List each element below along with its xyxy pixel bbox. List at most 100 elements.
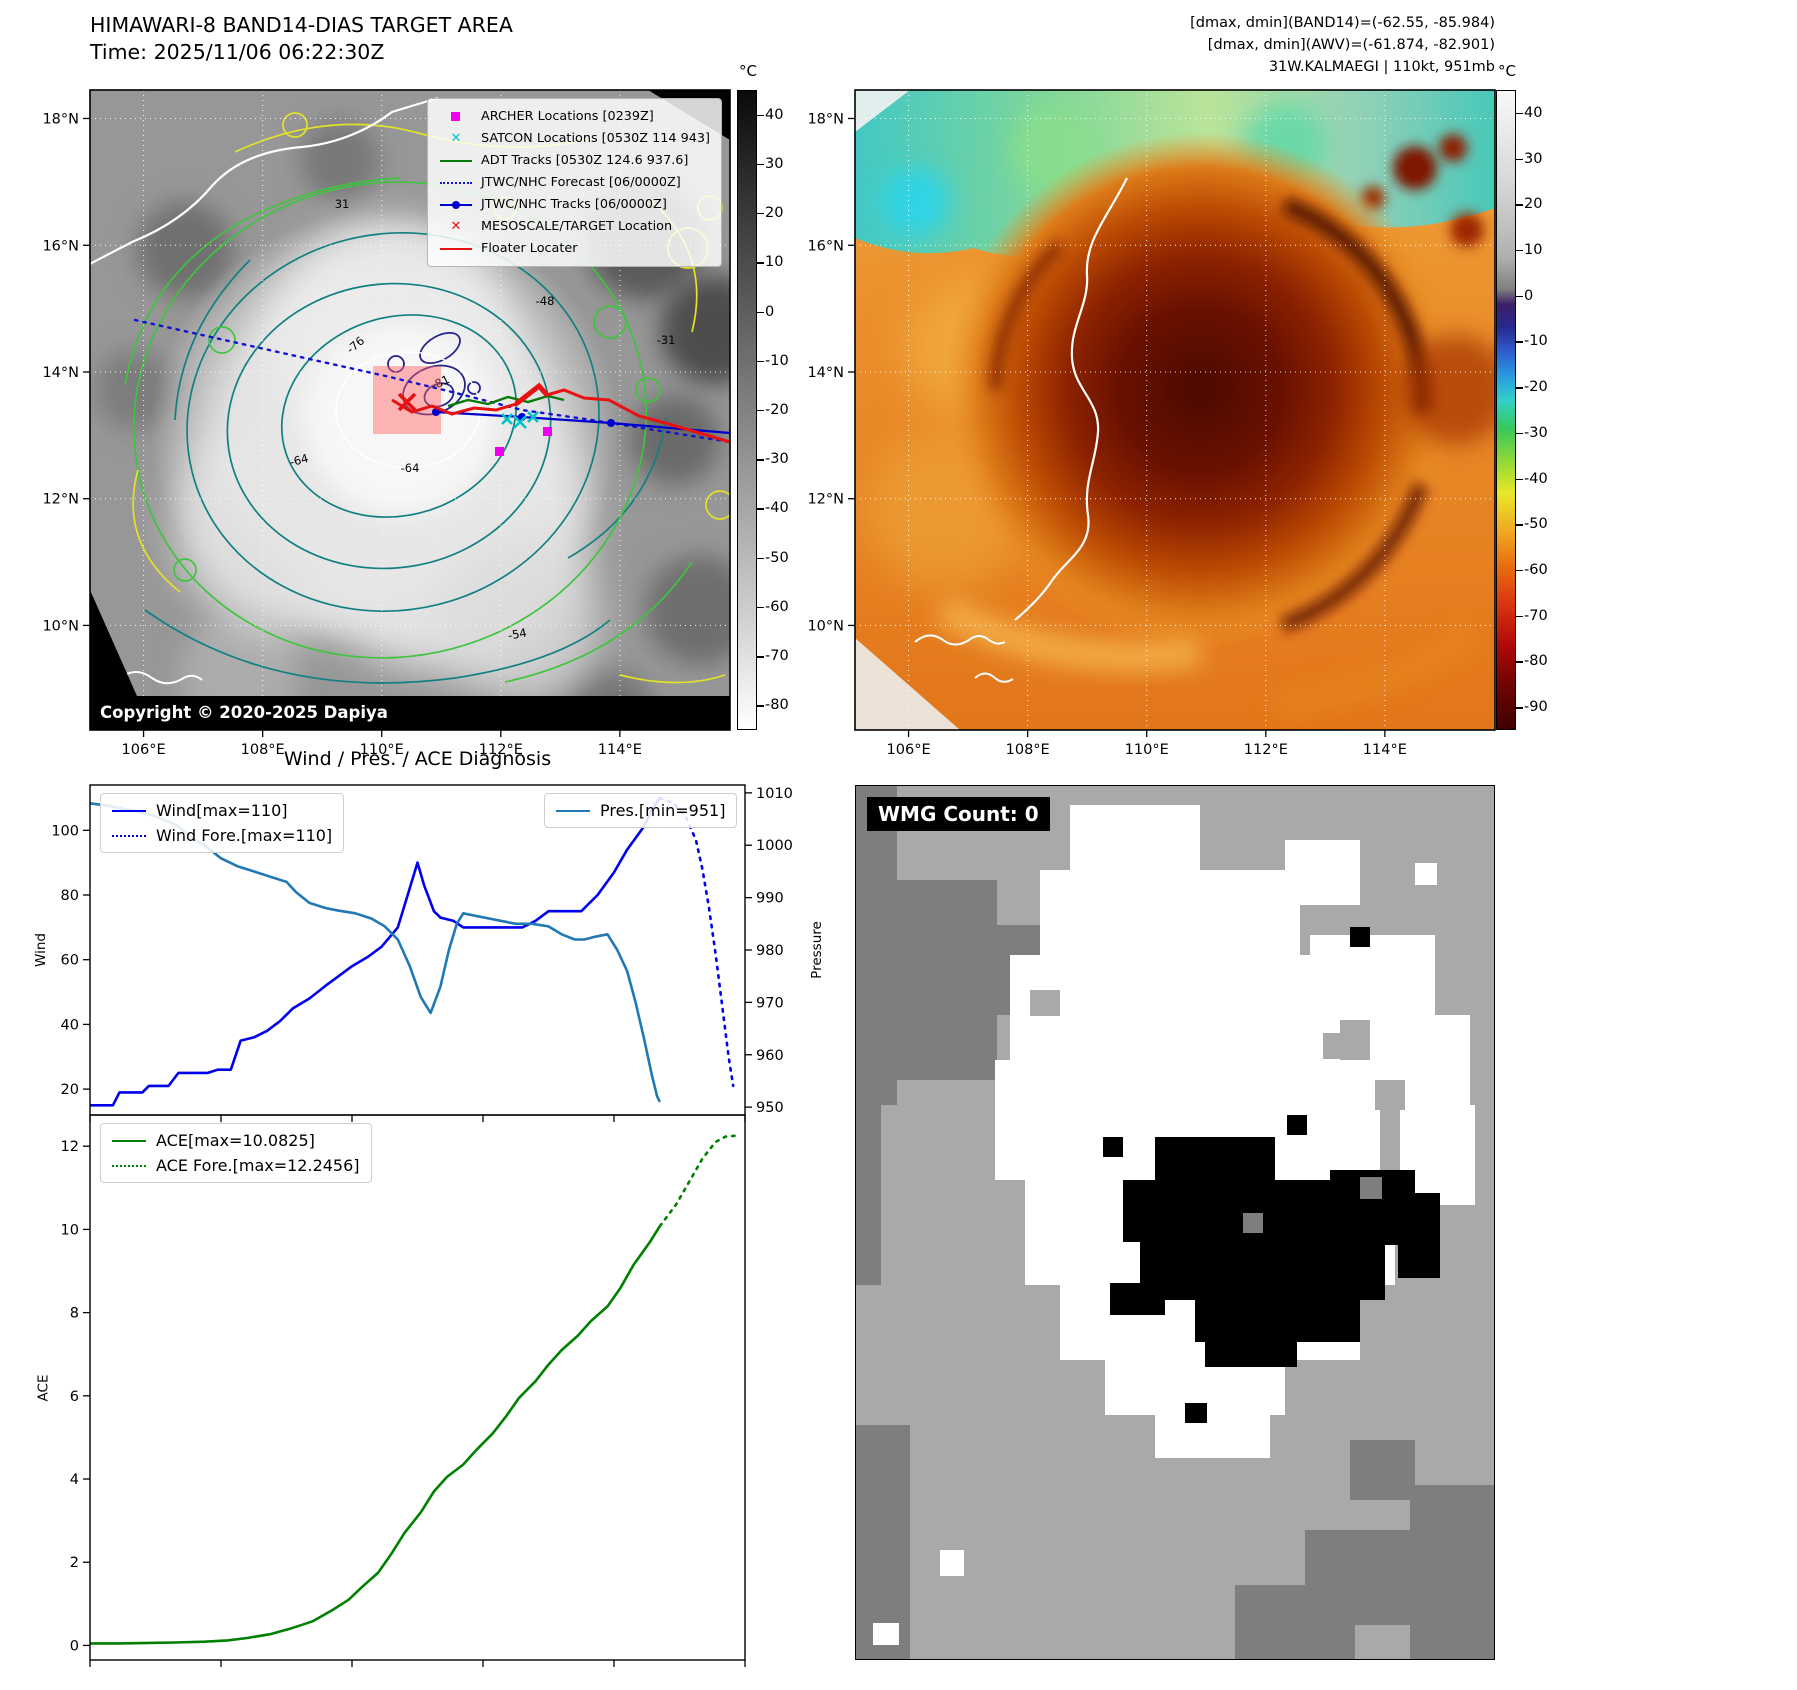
colorbar-tick: -60 xyxy=(765,598,789,615)
svg-text:980: 980 xyxy=(756,943,784,959)
colorbar-tick: 0 xyxy=(765,303,775,320)
storm-core xyxy=(942,132,1458,648)
legend-item: ACE[max=10.0825] xyxy=(112,1131,360,1150)
diagnosis-title: Wind / Pres. / ACE Diagnosis xyxy=(283,748,552,770)
ace-legend: ACE[max=10.0825] ACE Fore.[max=12.2456] xyxy=(100,1123,372,1183)
colorbar-tick: 20 xyxy=(765,205,784,222)
svg-text:12: 12 xyxy=(61,1139,79,1155)
svg-text:990: 990 xyxy=(756,891,784,907)
colorbar-tick: 10 xyxy=(1524,242,1543,258)
band14-title: HIMAWARI-8 BAND14-DIAS TARGET AREA xyxy=(90,13,513,37)
awv-colorbar-unit: °C xyxy=(1498,62,1516,80)
svg-text:0: 0 xyxy=(70,1638,79,1654)
teal-contours xyxy=(144,231,667,684)
svg-text:4: 4 xyxy=(70,1472,79,1488)
colorbar-tick: 40 xyxy=(1524,104,1543,121)
wmg-gray-holes xyxy=(1030,990,1405,1110)
jtwc-forecast-line xyxy=(133,318,730,444)
colorbar-tick: -30 xyxy=(1524,424,1548,441)
awv-header-line: [dmax, dmin](AWV)=(-61.874, -82.901) xyxy=(1207,37,1495,53)
coastline-islands xyxy=(119,671,203,685)
colorbar-tick: 30 xyxy=(1524,150,1543,167)
awv-map: 106°E 108°E 110°E 112°E 114°E 18°N 16°N 14°N 12°… xyxy=(807,89,1496,758)
colorbar-tick: 20 xyxy=(1524,196,1543,213)
pressure-axis-label: Pressure xyxy=(808,921,825,979)
svg-text:1010: 1010 xyxy=(756,786,793,802)
svg-text:10°N: 10°N xyxy=(807,618,844,634)
svg-text:16°N: 16°N xyxy=(807,238,844,254)
svg-text:950: 950 xyxy=(756,1100,784,1116)
solid-line-swatch xyxy=(556,809,590,812)
colorbar-tick: -20 xyxy=(765,402,789,418)
colorbar-tick: 40 xyxy=(765,106,784,123)
svg-text:60: 60 xyxy=(61,953,79,969)
svg-text:12°N: 12°N xyxy=(42,492,79,508)
coastline xyxy=(90,96,439,266)
svg-text:110°E: 110°E xyxy=(360,742,404,758)
svg-text:108°E: 108°E xyxy=(241,742,285,758)
no-data-wedge xyxy=(855,90,910,132)
svg-text:10: 10 xyxy=(61,1222,79,1238)
svg-text:2: 2 xyxy=(70,1555,79,1571)
svg-text:108°E: 108°E xyxy=(1006,742,1050,758)
colorbar-tick: -80 xyxy=(1524,653,1548,670)
dotted-line-swatch xyxy=(112,1164,146,1167)
band14-time: Time: 2025/11/06 06:22:30Z xyxy=(90,40,385,64)
svg-text:18°N: 18°N xyxy=(42,111,79,127)
svg-text:100: 100 xyxy=(51,823,79,839)
jtwc-track-point xyxy=(607,419,615,427)
archer-marker xyxy=(543,427,552,436)
svg-text:16°N: 16°N xyxy=(42,238,79,254)
wmg-count-label: WMG Count: 0 xyxy=(867,797,1050,831)
legend-label: ACE[max=10.0825] xyxy=(156,1131,315,1150)
ace-axis-label: ACE xyxy=(35,1374,52,1402)
svg-text:6: 6 xyxy=(70,1389,79,1405)
colorbar-tick: -50 xyxy=(1524,516,1548,533)
colorbar-tick: -40 xyxy=(765,500,789,517)
colorbar-tick: -70 xyxy=(765,648,789,665)
svg-text:1000: 1000 xyxy=(756,838,793,854)
svg-text:-31: -31 xyxy=(657,333,676,347)
svg-text:14°N: 14°N xyxy=(42,365,79,381)
awv-header-line: [dmax, dmin](BAND14)=(-62.55, -85.984) xyxy=(1190,15,1495,31)
band14-map: 31-31-76-81-64 -64-48-54 106°E 108° xyxy=(42,89,731,758)
svg-text:112°E: 112°E xyxy=(479,742,523,758)
wind-legend: Wind[max=110] Wind Fore.[max=110] xyxy=(100,793,345,853)
legend-label: ACE Fore.[max=12.2456] xyxy=(156,1156,360,1175)
svg-text:-64: -64 xyxy=(288,451,310,469)
svg-text:112°E: 112°E xyxy=(1244,742,1288,758)
svg-text:-48: -48 xyxy=(536,294,555,308)
legend-label: Wind Fore.[max=110] xyxy=(156,826,333,845)
svg-text:-64: -64 xyxy=(401,461,420,475)
svg-text:106°E: 106°E xyxy=(887,742,931,758)
colorbar-tick: -50 xyxy=(765,549,789,566)
awv-colorbar-gradient xyxy=(1496,90,1516,730)
colorbar-tick: 0 xyxy=(1524,287,1534,304)
floater-arrow xyxy=(514,382,549,406)
wmg-black-region xyxy=(1103,927,1440,1423)
svg-text:110°E: 110°E xyxy=(1125,742,1169,758)
awv-header-line: 31W.KALMAEGI | 110kt, 951mb xyxy=(1268,59,1495,75)
mesoscale-target-marker xyxy=(397,392,417,412)
no-data-wedge xyxy=(90,590,152,730)
colorbar-tick: -90 xyxy=(1524,699,1548,716)
legend-item: Wind Fore.[max=110] xyxy=(112,826,332,845)
svg-text:10°N: 10°N xyxy=(42,618,79,634)
colorbar-tick: -10 xyxy=(765,352,789,369)
svg-text:14°N: 14°N xyxy=(807,365,844,381)
wmg-gray-speckles xyxy=(1243,1177,1382,1233)
coastline-islands xyxy=(914,634,1006,646)
legend-label: Pres.[min=951] xyxy=(600,801,726,820)
wmg-raster xyxy=(855,785,1495,1660)
colorbar-tick: -10 xyxy=(1524,333,1548,350)
legend-item: Wind[max=110] xyxy=(112,801,332,820)
gridlines xyxy=(855,90,1495,730)
svg-text:8: 8 xyxy=(70,1306,79,1322)
svg-text:12°N: 12°N xyxy=(807,492,844,508)
colorbar-tick: -20 xyxy=(1524,379,1548,396)
dotted-line-swatch xyxy=(112,834,146,837)
colorbar-tick: -30 xyxy=(765,451,789,468)
colorbar-tick: -70 xyxy=(1524,607,1548,624)
legend-label: Wind[max=110] xyxy=(156,801,288,820)
